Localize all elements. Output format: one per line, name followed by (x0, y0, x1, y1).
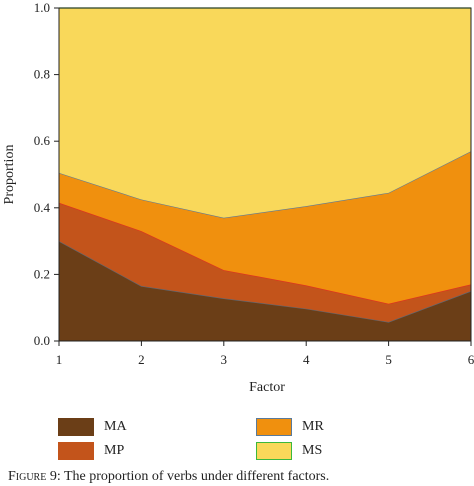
legend-item-ma: MA (58, 418, 127, 436)
legend-label-mp: MP (104, 443, 125, 458)
legend-item-mr: MR (256, 418, 324, 436)
y-tick-label: 0.2 (34, 266, 50, 281)
legend-label-mr: MR (302, 419, 324, 434)
plot-frame (58, 7, 472, 342)
legend-label-ms: MS (302, 443, 323, 458)
x-tick-label: 1 (56, 352, 63, 367)
x-tick-label: 2 (138, 352, 145, 367)
x-tick-label: 4 (303, 352, 310, 367)
legend-item-mp: MP (58, 442, 124, 460)
caption-prefix: Figure 9: (8, 469, 61, 484)
stacked-area-chart: 1 2 3 4 5 6 0.0 0.2 0.4 0.6 0.8 1.0 Factor Proportion (2, 0, 474, 395)
x-tick-label: 6 (468, 352, 474, 367)
y-axis-label: Proportion (2, 145, 17, 205)
legend-item-ms: MS (256, 442, 322, 460)
legend-swatch-mp (58, 442, 94, 460)
y-tick-label: 0.6 (34, 133, 51, 148)
legend-swatch-ms (256, 442, 292, 460)
area-line-ma (58, 240, 472, 323)
x-tick-label: 5 (385, 352, 392, 367)
area-mr (59, 151, 471, 304)
x-axis-label: Factor (249, 380, 285, 395)
y-tick-label: 0.8 (34, 67, 50, 82)
y-tick-label: 0.4 (34, 200, 51, 215)
area-ms (59, 8, 471, 218)
area-line-mp (58, 202, 472, 305)
legend-label-ma: MA (104, 419, 127, 434)
area-mp (59, 202, 471, 323)
legend-swatch-ma (58, 418, 94, 436)
figure-caption: Figure 9: The proportion of verbs under … (8, 469, 474, 485)
legend-swatch-mr (256, 418, 292, 436)
caption-text: The proportion of verbs under different … (60, 469, 330, 484)
x-tick-label: 3 (221, 352, 228, 367)
y-tick-label: 1.0 (34, 0, 50, 15)
legend: MA MP MR MS (0, 412, 474, 472)
y-tick-label: 0.0 (34, 333, 50, 348)
area-ma (59, 241, 471, 341)
